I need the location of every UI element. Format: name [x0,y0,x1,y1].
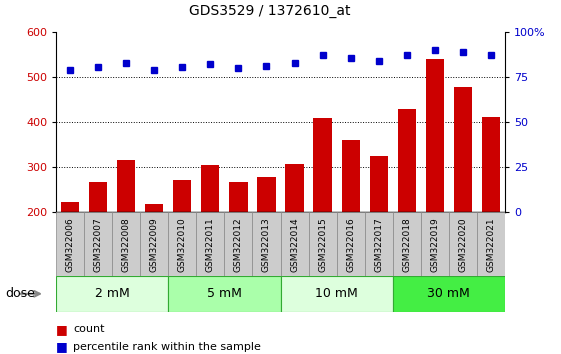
Text: GSM322006: GSM322006 [66,217,75,272]
Text: GSM322021: GSM322021 [486,217,495,272]
Bar [89,182,107,212]
Bar [337,212,365,276]
Bar [280,212,309,276]
Text: 5 mM: 5 mM [207,287,242,300]
Bar [168,276,280,312]
Bar [224,212,252,276]
Text: 2 mM: 2 mM [95,287,130,300]
Text: GSM322007: GSM322007 [94,217,103,272]
Bar [309,212,337,276]
Bar [56,212,84,276]
Text: GSM322013: GSM322013 [262,217,271,272]
Text: ■: ■ [56,341,68,353]
Bar [140,212,168,276]
Bar [342,140,360,212]
Text: GSM322015: GSM322015 [318,217,327,272]
Bar [61,202,79,212]
Bar [314,118,332,212]
Bar [173,180,191,212]
Bar [257,177,275,212]
Text: GSM322014: GSM322014 [290,217,299,272]
Bar [280,276,393,312]
Bar [112,212,140,276]
Bar [370,156,388,212]
Text: GSM322020: GSM322020 [458,217,467,272]
Text: GSM322018: GSM322018 [402,217,411,272]
Bar [482,117,500,212]
Text: GSM322010: GSM322010 [178,217,187,272]
Text: GSM322008: GSM322008 [122,217,131,272]
Text: GSM322016: GSM322016 [346,217,355,272]
Bar [168,212,196,276]
Bar [393,276,505,312]
Bar [252,212,280,276]
Text: GDS3529 / 1372610_at: GDS3529 / 1372610_at [188,4,350,18]
Bar [426,59,444,212]
Bar [454,87,472,212]
Bar [398,109,416,212]
Bar [196,212,224,276]
Bar [117,160,135,212]
Text: GSM322012: GSM322012 [234,217,243,272]
Text: ■: ■ [56,323,68,336]
Bar [229,182,247,212]
Bar [201,165,219,212]
Text: percentile rank within the sample: percentile rank within the sample [73,342,261,352]
Bar [56,276,168,312]
Bar [145,204,163,212]
Bar [84,212,112,276]
Text: GSM322009: GSM322009 [150,217,159,272]
Bar [449,212,477,276]
Text: count: count [73,324,104,334]
Text: GSM322011: GSM322011 [206,217,215,272]
Bar [477,212,505,276]
Text: 10 mM: 10 mM [315,287,358,300]
Bar [286,164,304,212]
Bar [421,212,449,276]
Text: GSM322019: GSM322019 [430,217,439,272]
Bar [365,212,393,276]
Text: 30 mM: 30 mM [427,287,470,300]
Text: dose: dose [6,287,35,300]
Bar [393,212,421,276]
Text: GSM322017: GSM322017 [374,217,383,272]
